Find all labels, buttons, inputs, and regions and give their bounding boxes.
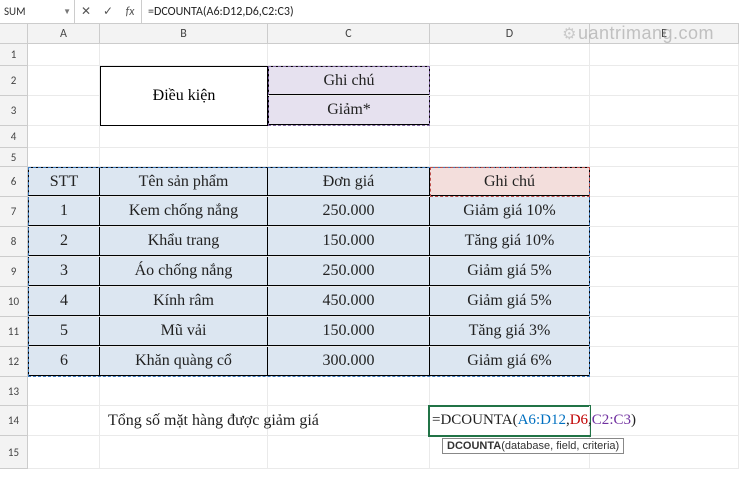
- cell-B5[interactable]: [100, 148, 268, 166]
- name-box[interactable]: SUM ▼: [0, 0, 75, 23]
- cell-E2[interactable]: [590, 66, 739, 95]
- cell-E1[interactable]: [590, 44, 739, 65]
- cell-E9[interactable]: [590, 257, 739, 286]
- cancel-icon[interactable]: ✕: [75, 0, 97, 23]
- cell-B13[interactable]: [100, 377, 268, 405]
- range-highlight-criteria: [268, 66, 430, 126]
- row-header-5[interactable]: 5: [0, 148, 27, 167]
- tooltip-args: (database, field, criteria): [501, 440, 619, 452]
- cell-C13[interactable]: [268, 377, 430, 405]
- name-box-dropdown-icon[interactable]: ▼: [63, 7, 71, 17]
- cell-A4[interactable]: [28, 126, 100, 147]
- cell-D5[interactable]: [430, 148, 590, 166]
- cell-E13[interactable]: [590, 377, 739, 405]
- col-header-C[interactable]: C: [268, 24, 430, 43]
- cell-D14[interactable]: =DCOUNTA(A6:D12,D6,C2:C3): [430, 406, 590, 435]
- row-header-8[interactable]: 8: [0, 227, 27, 257]
- cell-A14[interactable]: [28, 406, 100, 435]
- row-header-14[interactable]: 14: [0, 406, 27, 436]
- row-headers: 1 2 3 4 5 6 7 8 9 10 11 12 13 14 15: [0, 44, 28, 469]
- cell-A2[interactable]: [28, 66, 100, 95]
- cell-B14[interactable]: Tổng số mặt hàng được giảm giá: [100, 406, 268, 435]
- name-box-text: SUM: [4, 5, 26, 18]
- formula-fn: =DCOUNTA(: [432, 412, 518, 429]
- cell-E6[interactable]: [590, 167, 739, 196]
- cell-D3[interactable]: [430, 96, 590, 125]
- column-headers: A B C D E: [0, 24, 739, 44]
- row-1: [28, 44, 739, 66]
- range-highlight-database: [28, 167, 590, 377]
- row-header-4[interactable]: 4: [0, 126, 27, 148]
- accept-icon[interactable]: ✓: [97, 0, 119, 23]
- cell-A1[interactable]: [28, 44, 100, 65]
- row-15: [28, 436, 739, 469]
- col-header-A[interactable]: A: [28, 24, 100, 43]
- row-header-12[interactable]: 12: [0, 347, 27, 377]
- fx-icon[interactable]: fx: [119, 0, 141, 23]
- summary-label: Tổng số mặt hàng được giảm giá: [108, 412, 319, 430]
- cell-A3[interactable]: [28, 96, 100, 125]
- cell-E7[interactable]: [590, 197, 739, 226]
- cell-D13[interactable]: [430, 377, 590, 405]
- col-header-D[interactable]: D: [430, 24, 590, 43]
- row-header-1[interactable]: 1: [0, 44, 27, 66]
- cell-A13[interactable]: [28, 377, 100, 405]
- cell-B3[interactable]: [100, 96, 268, 125]
- cell-D1[interactable]: [430, 44, 590, 65]
- tooltip-fn: DCOUNTA: [447, 440, 501, 452]
- cell-E5[interactable]: [590, 148, 739, 166]
- formula-close: ): [631, 412, 636, 429]
- range-highlight-field: [430, 167, 590, 197]
- cell-A15[interactable]: [28, 436, 100, 468]
- row-5: [28, 148, 739, 167]
- cell-C5[interactable]: [268, 148, 430, 166]
- row-header-2[interactable]: 2: [0, 66, 27, 96]
- formula-input[interactable]: =DCOUNTA(A6:D12,D6,C2:C3): [142, 0, 739, 23]
- col-header-E[interactable]: E: [590, 24, 739, 43]
- row-header-6[interactable]: 6: [0, 167, 27, 197]
- row-13: [28, 377, 739, 406]
- formula-tooltip: DCOUNTA(database, field, criteria): [442, 438, 624, 454]
- cell-C15[interactable]: [268, 436, 430, 468]
- formula-range1a: A6: [518, 412, 536, 429]
- row-header-11[interactable]: 11: [0, 317, 27, 347]
- cell-D4[interactable]: [430, 126, 590, 147]
- row-14: Tổng số mặt hàng được giảm giá =DCOUNTA(…: [28, 406, 739, 436]
- cell-B15[interactable]: [100, 436, 268, 468]
- formula-range3b: C3: [613, 412, 631, 429]
- row-header-13[interactable]: 13: [0, 377, 27, 406]
- row-header-15[interactable]: 15: [0, 436, 27, 469]
- cell-C1[interactable]: [268, 44, 430, 65]
- select-all-corner[interactable]: [0, 24, 28, 43]
- cell-E10[interactable]: [590, 287, 739, 316]
- row-4: [28, 126, 739, 148]
- row-header-3[interactable]: 3: [0, 96, 27, 126]
- cell-A5[interactable]: [28, 148, 100, 166]
- cell-E8[interactable]: [590, 227, 739, 256]
- cells-area[interactable]: Ghi chú Giảm* ST: [28, 44, 739, 469]
- cell-D2[interactable]: [430, 66, 590, 95]
- cell-B1[interactable]: [100, 44, 268, 65]
- cell-C4[interactable]: [268, 126, 430, 147]
- col-header-B[interactable]: B: [100, 24, 268, 43]
- formula-range3a: C2: [592, 412, 610, 429]
- row-header-9[interactable]: 9: [0, 257, 27, 287]
- cell-B4[interactable]: [100, 126, 268, 147]
- formula-range2: D6: [570, 412, 588, 429]
- formula-bar-buttons: ✕ ✓ fx: [75, 0, 142, 23]
- grid-body: 1 2 3 4 5 6 7 8 9 10 11 12 13 14 15 Ghi …: [0, 44, 739, 469]
- cell-E4[interactable]: [590, 126, 739, 147]
- cell-E12[interactable]: [590, 347, 739, 376]
- row-header-10[interactable]: 10: [0, 287, 27, 317]
- cell-B2[interactable]: [100, 66, 268, 95]
- cell-E11[interactable]: [590, 317, 739, 346]
- cell-E3[interactable]: [590, 96, 739, 125]
- formula-range1b: D12: [540, 412, 566, 429]
- row-header-7[interactable]: 7: [0, 197, 27, 227]
- formula-bar: SUM ▼ ✕ ✓ fx =DCOUNTA(A6:D12,D6,C2:C3): [0, 0, 739, 24]
